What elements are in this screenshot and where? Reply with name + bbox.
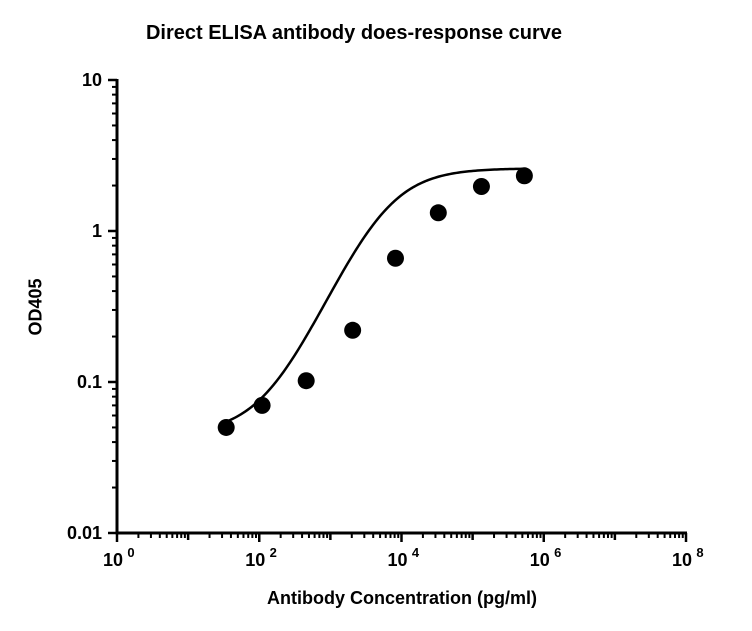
y-tick-label: 0.01 <box>67 523 102 543</box>
x-tick-exponent: 4 <box>412 545 420 560</box>
x-axis-label: Antibody Concentration (pg/ml) <box>267 588 537 608</box>
data-point <box>386 249 404 267</box>
y-tick-label: 1 <box>92 221 102 241</box>
axes <box>108 78 688 542</box>
x-tick-label: 10 <box>245 550 265 570</box>
data-point <box>344 321 362 339</box>
x-tick-label: 10 <box>530 550 550 570</box>
data-point <box>515 167 533 185</box>
y-tick-label: 10 <box>82 70 102 90</box>
data-point <box>253 396 271 414</box>
data-point <box>429 204 447 222</box>
x-tick-exponent: 8 <box>696 545 703 560</box>
x-tick-exponent: 2 <box>270 545 277 560</box>
x-tick-label: 10 <box>672 550 692 570</box>
data-points <box>217 167 533 436</box>
data-point <box>472 178 490 196</box>
x-tick-exponent: 0 <box>127 545 134 560</box>
fit-curve <box>225 167 525 423</box>
x-tick-label: 10 <box>103 550 123 570</box>
x-tick-exponent: 6 <box>554 545 561 560</box>
fit-curve-layer <box>225 167 525 423</box>
data-point <box>297 372 315 390</box>
y-tick-label: 0.1 <box>77 372 102 392</box>
data-point <box>217 418 235 436</box>
chart-title: Direct ELISA antibody does-response curv… <box>145 22 563 44</box>
x-tick-label: 10 <box>387 550 407 570</box>
